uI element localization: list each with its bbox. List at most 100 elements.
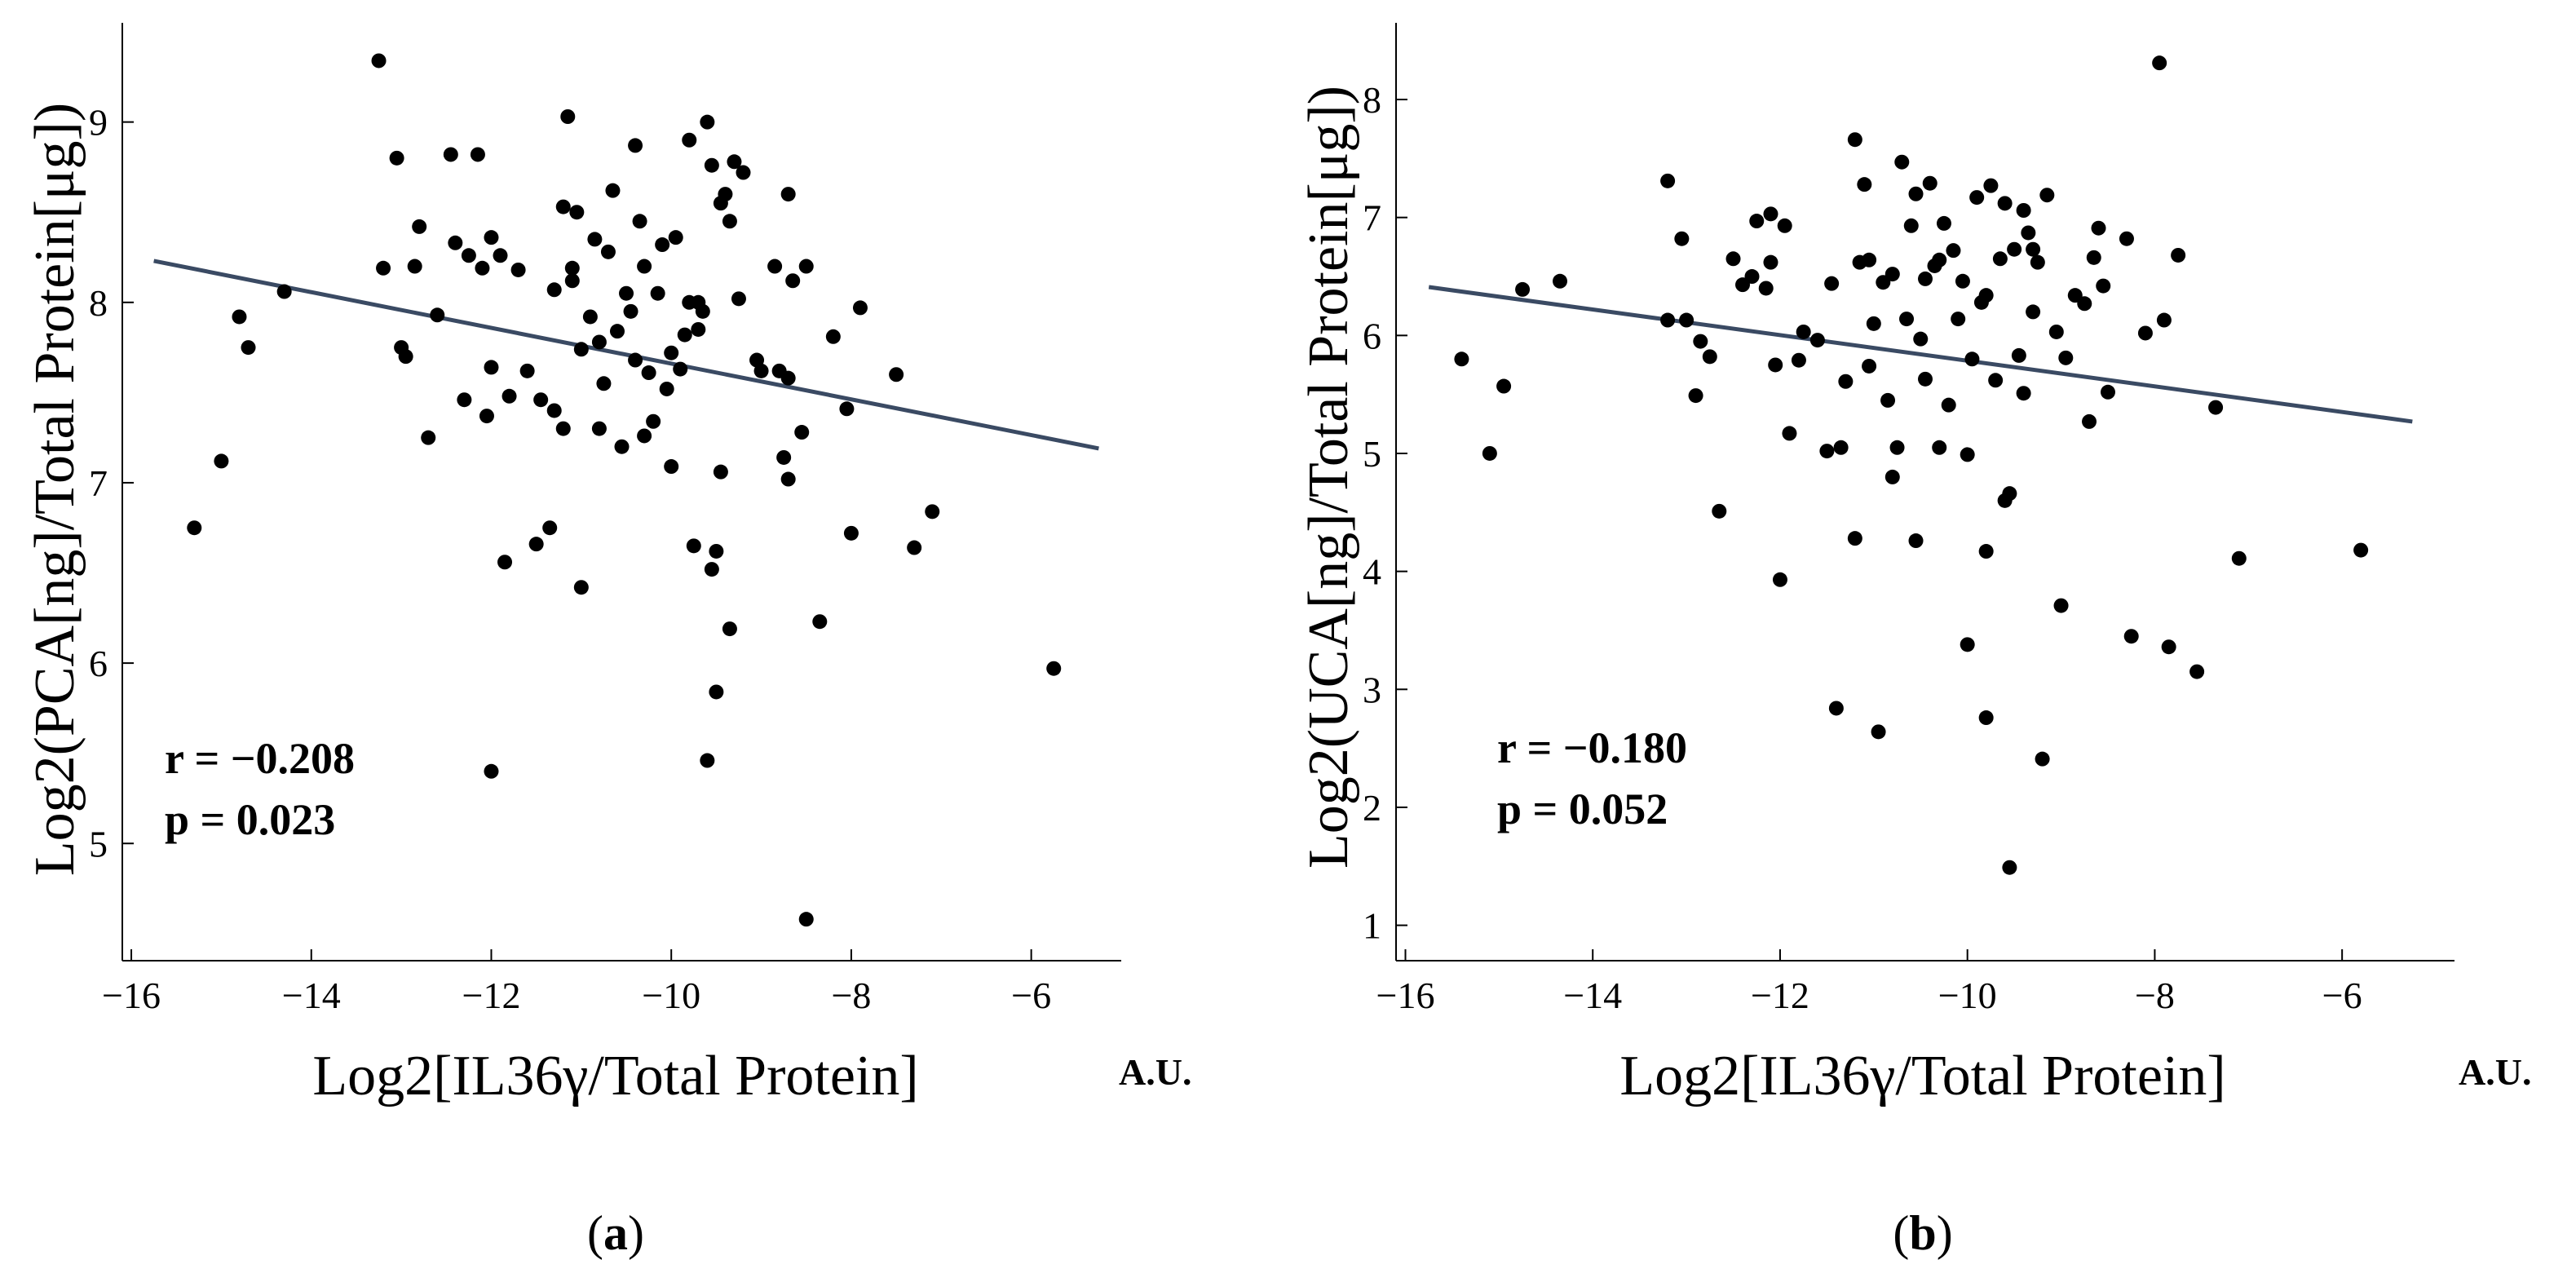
data-point xyxy=(2119,231,2134,246)
data-point xyxy=(1894,154,1910,170)
data-point xyxy=(1454,351,1469,367)
data-point xyxy=(2016,386,2031,401)
y-axis-title: Log2(PCA[ng]/Total Protein[μg]) xyxy=(24,103,86,876)
data-point xyxy=(600,244,616,259)
data-point xyxy=(232,309,247,325)
x-tick-label: −16 xyxy=(102,975,161,1016)
data-point xyxy=(1983,178,1999,193)
data-point xyxy=(582,309,598,325)
data-point xyxy=(2353,542,2369,558)
data-point xyxy=(430,307,445,323)
data-point xyxy=(650,285,665,301)
data-point xyxy=(2086,250,2101,265)
data-point xyxy=(2231,550,2247,566)
data-point xyxy=(2021,225,2036,241)
data-point xyxy=(407,259,422,274)
data-point xyxy=(614,439,630,454)
data-point xyxy=(1862,252,1877,267)
y-tick-label: 5 xyxy=(89,823,108,864)
data-point xyxy=(1992,251,2008,267)
data-point xyxy=(1899,312,1915,327)
data-point xyxy=(655,237,670,253)
data-point xyxy=(2189,664,2205,679)
data-point xyxy=(1809,333,1825,348)
x-ticks: −16 −14 −12 −10 −8 −6 xyxy=(102,949,1051,1016)
data-point xyxy=(2007,241,2022,257)
data-point xyxy=(677,327,692,343)
data-point xyxy=(1964,351,1980,367)
y-ticks: 1 2 3 4 5 6 7 8 xyxy=(1363,79,1407,947)
stat-p: p = 0.052 xyxy=(1497,785,1668,833)
x-tick-label: −12 xyxy=(1751,975,1809,1016)
data-point xyxy=(1749,214,1765,229)
y-tick-label: 6 xyxy=(89,643,108,684)
data-point xyxy=(659,381,674,396)
data-point xyxy=(664,459,679,475)
panel-a: −16 −14 −12 −10 −8 −6 5 6 7 8 9 r = −0.208 p = 0.… xyxy=(24,23,1191,1260)
data-point xyxy=(1482,445,1497,461)
data-point xyxy=(1725,251,1741,267)
data-point xyxy=(2026,304,2041,320)
x-axis-units: A.U. xyxy=(2459,1051,2531,1093)
data-point xyxy=(461,248,476,263)
x-axis-units: A.U. xyxy=(1119,1051,1191,1093)
y-ticks: 5 6 7 8 9 xyxy=(89,102,134,864)
data-point xyxy=(852,300,868,316)
panel-label-a: (a) xyxy=(587,1206,644,1260)
data-point xyxy=(2096,278,2111,294)
data-point xyxy=(484,230,499,245)
data-point xyxy=(555,199,571,214)
data-point xyxy=(2152,55,2167,71)
data-point xyxy=(2171,247,2186,263)
data-point xyxy=(1660,173,1676,188)
data-point xyxy=(398,349,413,365)
data-point xyxy=(1913,331,1929,347)
data-point xyxy=(700,753,715,768)
data-point xyxy=(1046,661,1062,676)
data-point xyxy=(623,303,638,319)
data-point xyxy=(1791,352,1806,368)
data-point xyxy=(1955,273,1970,289)
data-point xyxy=(1941,397,1956,413)
data-point xyxy=(1880,392,1896,408)
data-point xyxy=(1969,190,1985,206)
data-point xyxy=(412,219,427,234)
data-point xyxy=(484,360,499,375)
data-point xyxy=(569,205,585,220)
data-point xyxy=(1772,572,1787,587)
data-point xyxy=(1777,218,1792,233)
panel-label-b: (b) xyxy=(1893,1206,1952,1260)
y-tick-label: 4 xyxy=(1363,551,1381,593)
data-point xyxy=(704,562,719,577)
data-point xyxy=(187,520,202,536)
data-point xyxy=(646,413,661,429)
data-point xyxy=(2091,220,2106,236)
data-point xyxy=(1960,637,1975,652)
data-point xyxy=(1688,388,1703,404)
data-point xyxy=(376,260,391,276)
stat-r: r = −0.208 xyxy=(165,734,355,783)
data-point xyxy=(1922,175,1938,191)
data-point xyxy=(753,363,769,378)
data-point xyxy=(2082,413,2097,429)
regression-line xyxy=(153,259,1099,451)
data-point xyxy=(573,342,589,357)
x-tick-label: −10 xyxy=(642,975,700,1016)
data-point xyxy=(542,520,558,536)
data-point xyxy=(1978,710,1994,726)
data-point xyxy=(718,187,733,202)
data-point xyxy=(2039,188,2055,203)
y-tick-label: 3 xyxy=(1363,669,1381,710)
data-point xyxy=(637,428,652,444)
x-ticks: −16 −14 −12 −10 −8 −6 xyxy=(1376,949,2362,1016)
data-point xyxy=(457,392,472,408)
data-point xyxy=(713,464,728,480)
data-point xyxy=(664,345,679,360)
data-point xyxy=(2030,254,2045,270)
data-point xyxy=(1932,440,1947,455)
data-point xyxy=(619,285,634,301)
data-point xyxy=(2011,347,2026,363)
data-point xyxy=(780,370,796,386)
data-point xyxy=(682,132,697,148)
